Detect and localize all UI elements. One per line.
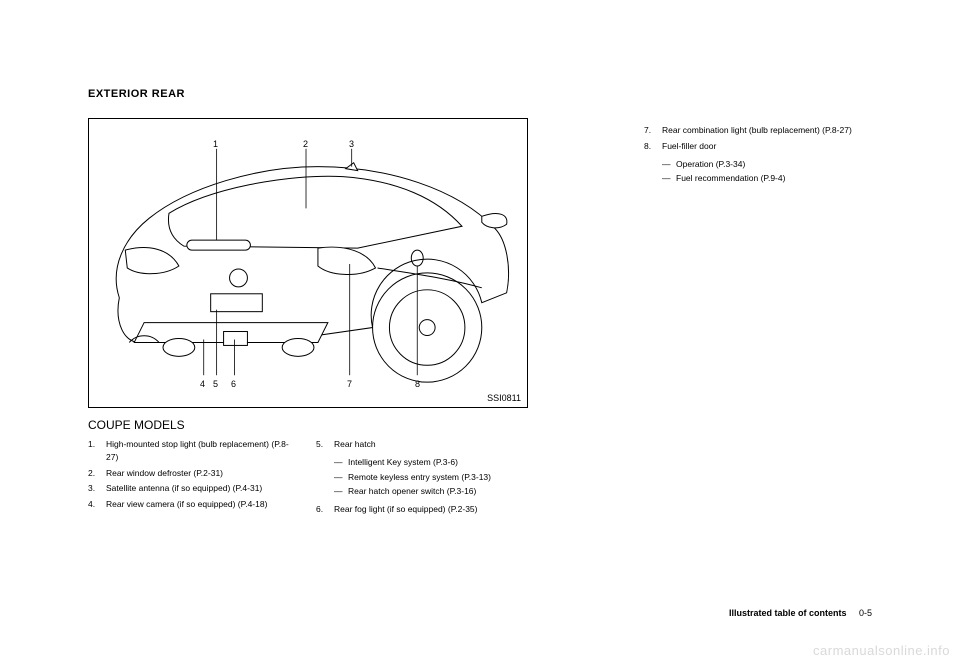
legend-item-text: Rear window defroster (P.2-31) bbox=[106, 467, 300, 480]
legend-item-text: Rear hatch bbox=[334, 438, 528, 451]
callout-3: 3 bbox=[349, 139, 354, 149]
legend-subitem: —Intelligent Key system (P.3-6) bbox=[334, 456, 491, 469]
legend-item-sub: —Intelligent Key system (P.3-6)—Remote k… bbox=[316, 454, 528, 500]
legend-item-number: 7. bbox=[644, 124, 662, 137]
legend-item: 5.Rear hatch bbox=[316, 438, 528, 451]
legend-item: 3.Satellite antenna (if so equipped) (P.… bbox=[88, 482, 300, 495]
dash-icon: — bbox=[662, 172, 676, 185]
legend-subitem-text: Intelligent Key system (P.3-6) bbox=[348, 456, 458, 469]
legend-item-sub: —Operation (P.3-34)—Fuel recommendation … bbox=[644, 156, 884, 188]
legend-subitem: —Rear hatch opener switch (P.3-16) bbox=[334, 485, 491, 498]
legend-item-text: Fuel-filler door bbox=[662, 140, 884, 153]
legend-item-text: Satellite antenna (if so equipped) (P.4-… bbox=[106, 482, 300, 495]
legend-subitem-text: Operation (P.3-34) bbox=[676, 158, 745, 171]
dash-icon: — bbox=[334, 456, 348, 469]
legend-item-number: 6. bbox=[316, 503, 334, 516]
legend-item-number: 5. bbox=[316, 438, 334, 451]
callout-1: 1 bbox=[213, 139, 218, 149]
footer-page-number: 0-5 bbox=[859, 608, 872, 618]
callout-6: 6 bbox=[231, 379, 236, 389]
legend-subitem: —Remote keyless entry system (P.3-13) bbox=[334, 471, 491, 484]
legend-item-number: 3. bbox=[88, 482, 106, 495]
legend-item-text: Rear combination light (bulb replacement… bbox=[662, 124, 884, 137]
legend-item-text: Rear fog light (if so equipped) (P.2-35) bbox=[334, 503, 528, 516]
callout-5: 5 bbox=[213, 379, 218, 389]
vehicle-figure: 1 2 3 4 5 6 7 8 SSI0811 bbox=[88, 118, 528, 408]
callout-7: 7 bbox=[347, 379, 352, 389]
legend-col-mid: 5.Rear hatch—Intelligent Key system (P.3… bbox=[316, 438, 528, 519]
legend-item: 7.Rear combination light (bulb replaceme… bbox=[644, 124, 884, 137]
subheading: COUPE MODELS bbox=[88, 418, 872, 432]
callout-4: 4 bbox=[200, 379, 205, 389]
callout-8: 8 bbox=[415, 379, 420, 389]
legend-item: 1.High-mounted stop light (bulb replacem… bbox=[88, 438, 300, 464]
legend-item: 8.Fuel-filler door bbox=[644, 140, 884, 153]
legend-subitem-text: Rear hatch opener switch (P.3-16) bbox=[348, 485, 476, 498]
legend-item-number: 1. bbox=[88, 438, 106, 464]
dash-icon: — bbox=[662, 158, 676, 171]
dash-icon: — bbox=[334, 485, 348, 498]
legend-item-text: Rear view camera (if so equipped) (P.4-1… bbox=[106, 498, 300, 511]
figure-id: SSI0811 bbox=[487, 393, 521, 403]
legend-columns: 1.High-mounted stop light (bulb replacem… bbox=[88, 438, 528, 519]
dash-icon: — bbox=[334, 471, 348, 484]
legend-col-right: 7.Rear combination light (bulb replaceme… bbox=[644, 124, 884, 190]
callout-2: 2 bbox=[303, 139, 308, 149]
legend-item: 4.Rear view camera (if so equipped) (P.4… bbox=[88, 498, 300, 511]
legend-item-number: 8. bbox=[644, 140, 662, 153]
legend-subitem-text: Remote keyless entry system (P.3-13) bbox=[348, 471, 491, 484]
legend-item: 6.Rear fog light (if so equipped) (P.2-3… bbox=[316, 503, 528, 516]
legend-subitem-text: Fuel recommendation (P.9-4) bbox=[676, 172, 785, 185]
footer-label: Illustrated table of contents bbox=[729, 608, 847, 618]
watermark: carmanualsonline.info bbox=[813, 643, 950, 658]
legend-item-number: 2. bbox=[88, 467, 106, 480]
page-footer: Illustrated table of contents 0-5 bbox=[729, 608, 872, 618]
legend-subitem: —Fuel recommendation (P.9-4) bbox=[662, 172, 785, 185]
legend-col-left: 1.High-mounted stop light (bulb replacem… bbox=[88, 438, 300, 519]
section-title: EXTERIOR REAR bbox=[88, 88, 872, 100]
legend-item-number: 4. bbox=[88, 498, 106, 511]
legend-subitem: —Operation (P.3-34) bbox=[662, 158, 785, 171]
legend-item-text: High-mounted stop light (bulb replacemen… bbox=[106, 438, 300, 464]
legend-item: 2.Rear window defroster (P.2-31) bbox=[88, 467, 300, 480]
car-diagram bbox=[89, 119, 527, 407]
